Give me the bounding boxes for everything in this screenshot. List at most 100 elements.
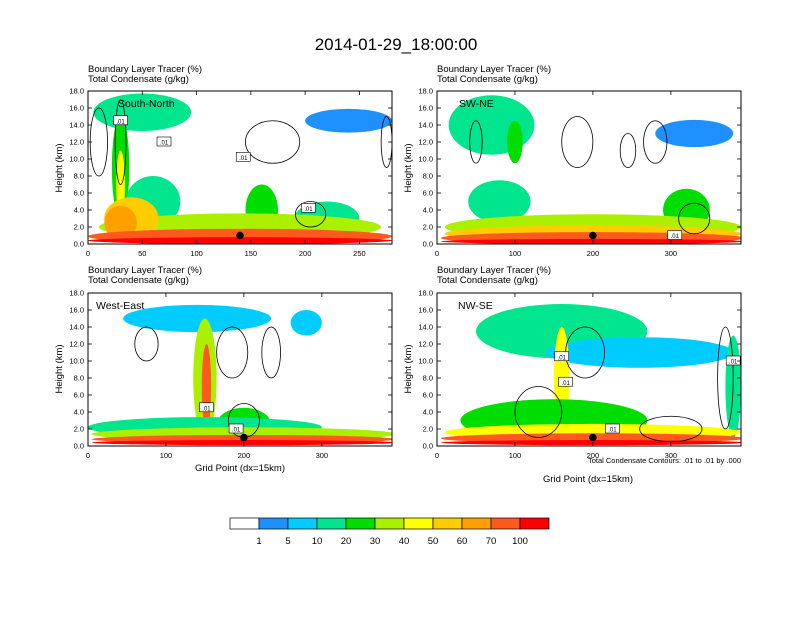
panel-title-line-2: Total Condensate (g/kg) [88, 74, 189, 85]
tracer-patch [91, 440, 392, 446]
y-tick-label: 10.0 [69, 357, 84, 366]
y-tick-label: 4.0 [423, 206, 433, 215]
condensate-contour [469, 120, 483, 164]
x-tick-label: 0 [435, 249, 439, 258]
y-tick-label: 8.0 [74, 172, 84, 181]
condensate-contour [134, 326, 159, 362]
plot-frame [87, 90, 393, 245]
contour-label-box [113, 115, 128, 126]
y-tick-label: 0.0 [74, 240, 84, 249]
y-tick-label: 10.0 [418, 357, 433, 366]
colorbar-box [432, 517, 463, 530]
location-marker [589, 433, 597, 442]
x-axis-title: Grid Point (dx=15km) [195, 463, 285, 474]
y-axis-title: Height (km) [403, 143, 414, 192]
condensate-contour [639, 415, 703, 443]
contour-label-box [605, 423, 620, 434]
x-tick-label: 250 [353, 249, 366, 258]
contour-label-text: .01 [239, 156, 248, 162]
plot-frame [436, 292, 742, 447]
y-tick-label: 6.0 [74, 391, 84, 400]
x-tick-label: 0 [86, 451, 90, 460]
contour-label-box [554, 351, 570, 362]
y-tick-label: 2.0 [423, 223, 433, 232]
condensate-contour [216, 326, 249, 379]
x-tick-label: 200 [299, 249, 312, 258]
contour-label-text: .01 [160, 141, 169, 147]
condensate-contour [619, 133, 637, 168]
panel-title-line-2: Total Condensate (g/kg) [437, 74, 538, 85]
colorbar-label: 1 [256, 536, 261, 547]
x-tick-label: 200 [587, 249, 600, 258]
colorbar-box [258, 517, 289, 530]
contour-label-text: .01 [116, 119, 125, 125]
tracer-patch [655, 119, 734, 148]
contour-label: .01 [301, 203, 316, 213]
contour-note: Total Condensate Contours: .01 to .01 by… [588, 456, 741, 465]
colorbar-label: 70 [486, 536, 497, 547]
y-axis-title: Height (km) [403, 344, 414, 393]
panel-sw-ne: Boundary Layer Tracer (%) Total Condensa… [403, 64, 742, 258]
contour-label-text: .01 [202, 406, 211, 412]
condensate-contour [561, 116, 594, 168]
y-tick-label: 8.0 [423, 172, 433, 181]
y-tick-label: 16.0 [418, 306, 433, 315]
y-tick-label: 4.0 [74, 206, 84, 215]
contour-label-box [156, 136, 172, 147]
contour-label: .01 [235, 152, 251, 162]
colorbar-box [519, 517, 550, 530]
colorbar-label: 10 [312, 536, 323, 547]
y-tick-label: 6.0 [423, 391, 433, 400]
tracer-patch [305, 108, 392, 133]
contour-label-text: .01 [232, 428, 241, 434]
y-tick-label: 14.0 [69, 121, 84, 130]
contour-label: .01 [113, 115, 128, 126]
contour-label-text: .01 [671, 234, 680, 240]
y-axis-title: Height (km) [54, 344, 65, 393]
contour-label: .01 [554, 351, 570, 362]
colorbar-label: 60 [457, 536, 468, 547]
x-tick-label: 100 [190, 249, 203, 258]
condensate-contour [261, 326, 281, 379]
x-tick-label: 100 [509, 451, 522, 460]
field-layer: .01 .01 [88, 304, 392, 446]
panel-west-east: Boundary Layer Tracer (%) Total Condensa… [54, 265, 393, 474]
contour-label-box [199, 402, 214, 413]
colorbar-box [345, 517, 376, 530]
location-marker [589, 231, 597, 240]
contour-label-box [228, 423, 244, 434]
colorbar-box [287, 517, 318, 530]
condensate-contour [380, 116, 392, 168]
colorbar-box [374, 517, 405, 530]
colorbar-box [316, 517, 347, 530]
tracer-patch [468, 180, 531, 223]
y-tick-label: 6.0 [423, 189, 433, 198]
tracer-patch [88, 237, 392, 244]
y-tick-label: 0.0 [423, 240, 433, 249]
x-tick-label: 300 [316, 451, 329, 460]
panel-title-line-1: Boundary Layer Tracer (%) [88, 265, 202, 276]
x-tick-label: 200 [587, 451, 600, 460]
contour-label-text: .01 [561, 381, 570, 387]
contour-label: .01 [199, 402, 214, 413]
contour-label: .01 [605, 423, 620, 434]
field-layer: .01 .01 .01 .01 [88, 93, 392, 244]
panel-south-north: Boundary Layer Tracer (%) Total Condensa… [54, 64, 393, 258]
x-tick-label: 0 [435, 451, 439, 460]
y-tick-label: 2.0 [74, 425, 84, 434]
y-tick-label: 14.0 [418, 121, 433, 130]
x-tick-label: 0 [86, 249, 90, 258]
contour-label-box [558, 376, 573, 387]
y-tick-label: 18.0 [418, 87, 433, 96]
condensate-contour [294, 201, 327, 228]
region-label: SW-NE [459, 98, 494, 110]
y-tick-label: 12.0 [418, 138, 433, 147]
plot-area: .01 .01 0.0 2.0 4.0 6.0 8.0 10.0 12.0 14.0 16.0 18.… [69, 289, 393, 460]
panel-title-line-1: Boundary Layer Tracer (%) [88, 64, 202, 75]
colorbar-label: 5 [285, 536, 290, 547]
condensate-contour [678, 202, 711, 235]
condensate-contour [514, 386, 563, 438]
tracer-patch [507, 120, 523, 164]
y-tick-label: 10.0 [418, 155, 433, 164]
